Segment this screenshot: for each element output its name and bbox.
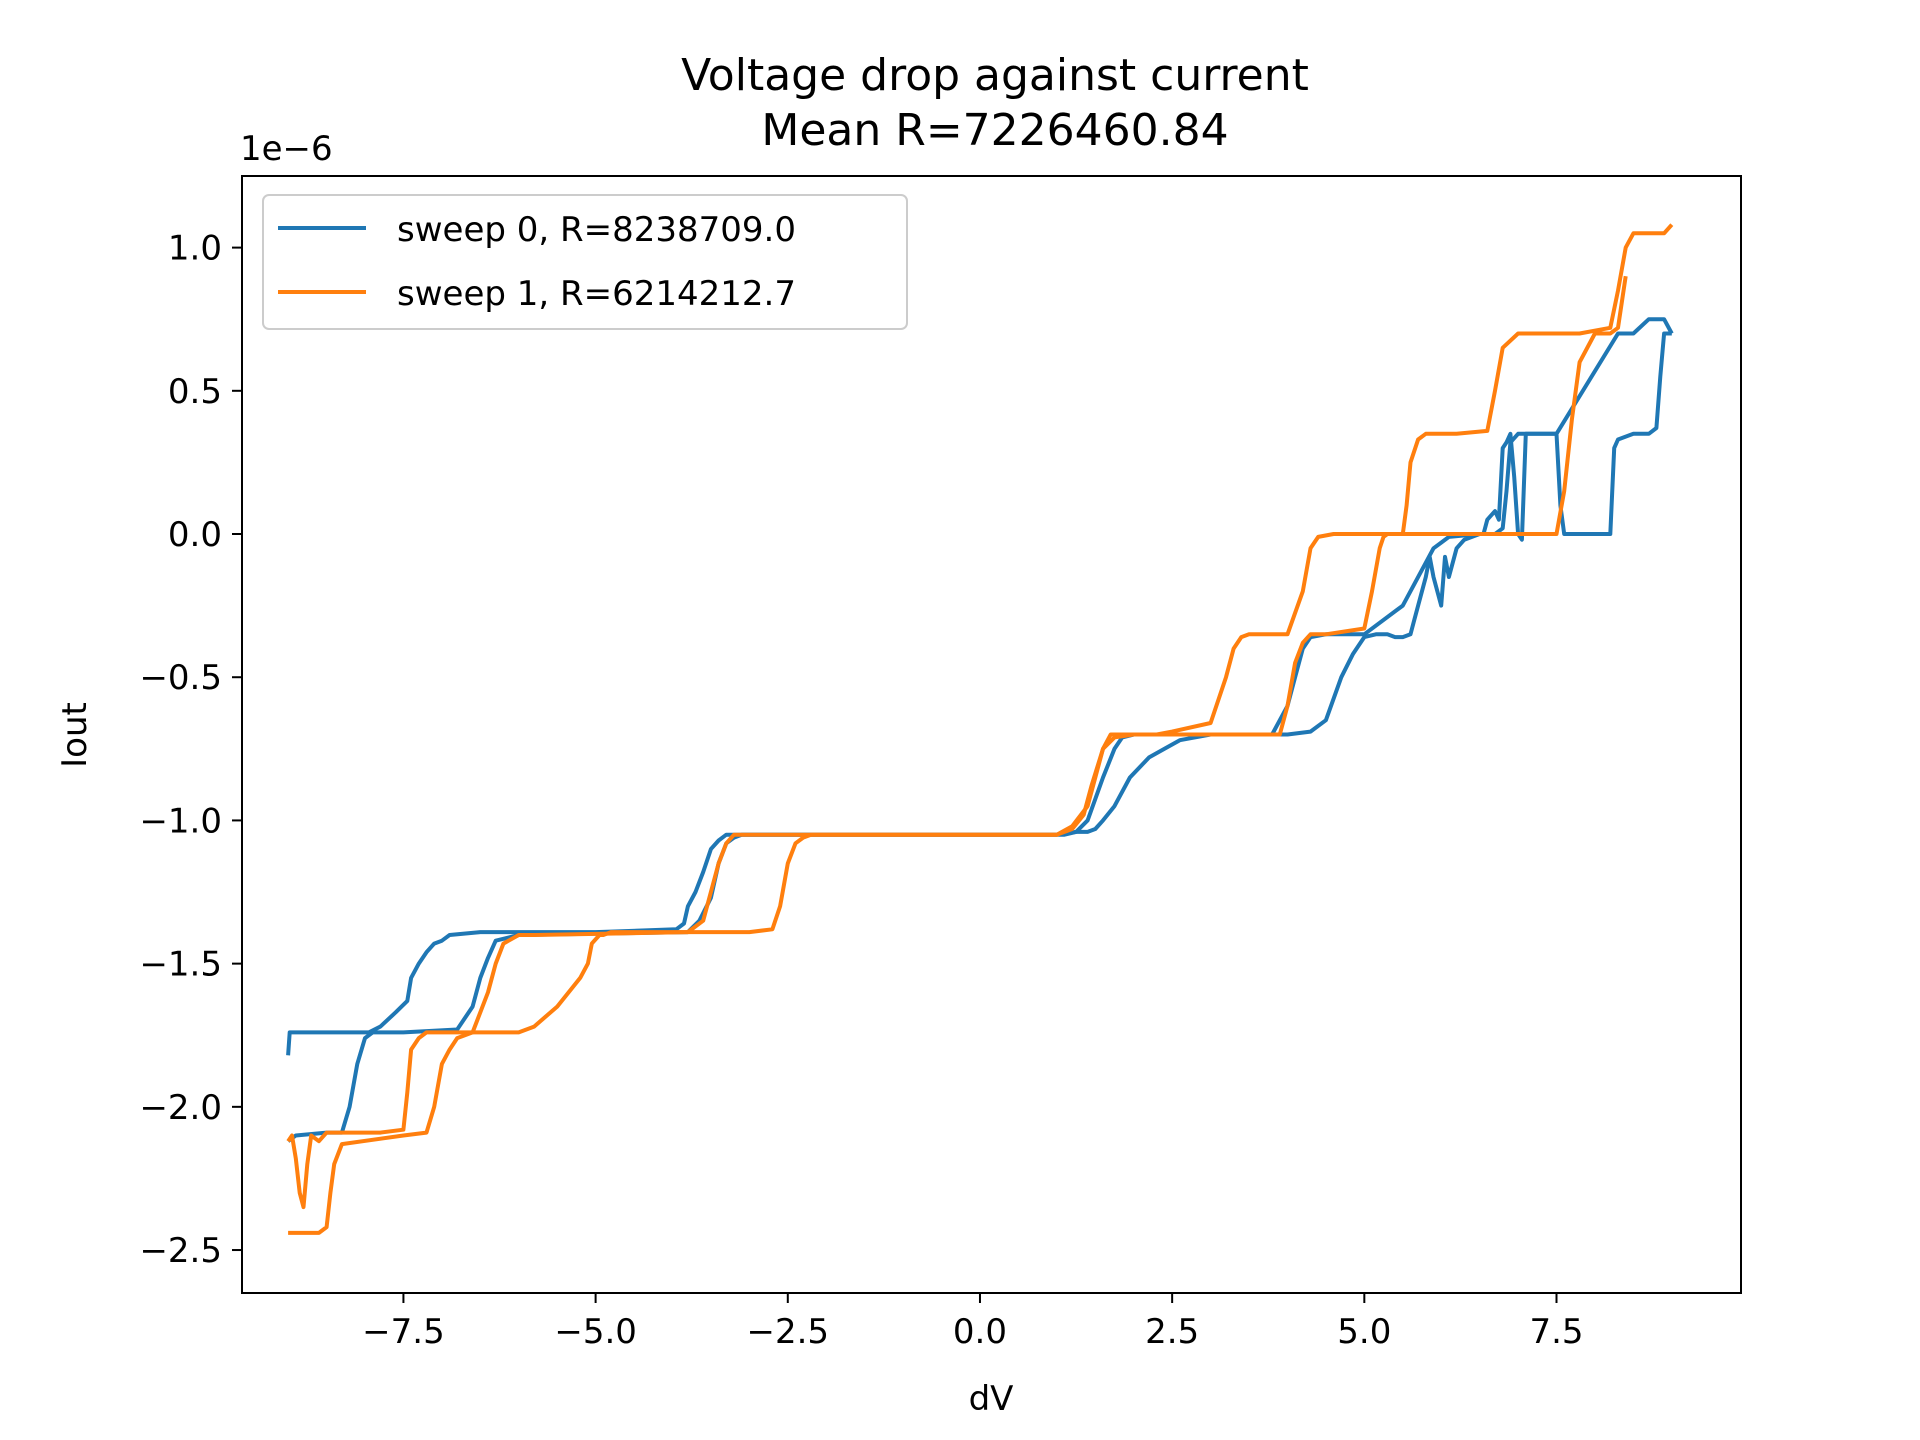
y-tick-label: −0.5 (139, 658, 222, 698)
y-tick-label: −1.0 (139, 801, 222, 841)
series-layer (286, 223, 1674, 1235)
x-tick-label: 7.5 (1529, 1312, 1583, 1352)
plot-frame (241, 175, 1742, 1294)
y-tick-label: −1.5 (139, 945, 222, 985)
series-line-2 (288, 223, 1674, 1235)
y-tick-label: 0.5 (168, 372, 222, 412)
x-axis-label: dV (969, 1379, 1014, 1419)
x-tick-label: −7.5 (362, 1312, 445, 1352)
x-tick-label: −5.0 (554, 1312, 637, 1352)
series-line-3 (286, 275, 1628, 1210)
x-tick-label: −2.5 (747, 1312, 830, 1352)
legend-label-sweep-0: sweep 0, R=8238709.0 (397, 210, 796, 250)
y-axis-ticks: 1.0 0.5 0.0 −0.5 −1.0 −1.5 −2.0 −2.5 (139, 229, 242, 1271)
chart-subtitle: Mean R=7226460.84 (761, 105, 1228, 156)
y-offset-text: 1e−6 (240, 129, 333, 169)
chart-title: Voltage drop against current (681, 50, 1309, 101)
x-tick-label: 2.5 (1145, 1312, 1199, 1352)
y-axis-label: Iout (55, 702, 95, 768)
legend-label-sweep-1: sweep 1, R=6214212.7 (397, 274, 796, 314)
y-tick-label: 1.0 (168, 229, 222, 269)
y-tick-label: 0.0 (168, 515, 222, 555)
x-tick-label: 5.0 (1337, 1312, 1391, 1352)
legend-frame (262, 194, 908, 330)
legend: sweep 0, R=8238709.0 sweep 1, R=6214212.… (262, 194, 908, 330)
y-tick-label: −2.0 (139, 1088, 222, 1128)
x-axis-ticks: −7.5 −5.0 −2.5 0.0 2.5 5.0 7.5 (362, 1293, 1584, 1352)
x-tick-label: 0.0 (953, 1312, 1007, 1352)
y-tick-label: −2.5 (139, 1231, 222, 1271)
